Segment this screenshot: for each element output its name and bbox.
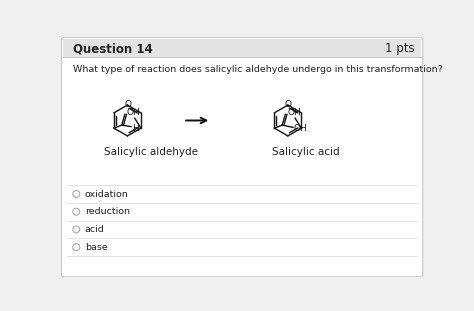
Text: Salicylic aldehyde: Salicylic aldehyde	[104, 147, 198, 157]
Text: OH: OH	[287, 108, 301, 117]
FancyBboxPatch shape	[62, 37, 423, 277]
FancyBboxPatch shape	[63, 39, 421, 57]
Text: Salicylic acid: Salicylic acid	[273, 147, 340, 157]
Text: oxidation: oxidation	[85, 189, 128, 198]
Text: H: H	[132, 124, 138, 133]
Text: acid: acid	[85, 225, 105, 234]
Text: 1 pts: 1 pts	[384, 42, 414, 55]
Text: O: O	[284, 100, 292, 109]
Text: Question 14: Question 14	[73, 42, 153, 55]
Text: O: O	[124, 100, 131, 109]
Text: reduction: reduction	[85, 207, 130, 216]
Text: base: base	[85, 243, 108, 252]
Text: OH: OH	[294, 124, 308, 133]
Text: What type of reaction does salicylic aldehyde undergo in this transformation?: What type of reaction does salicylic ald…	[73, 65, 443, 74]
Text: OH: OH	[127, 108, 141, 117]
